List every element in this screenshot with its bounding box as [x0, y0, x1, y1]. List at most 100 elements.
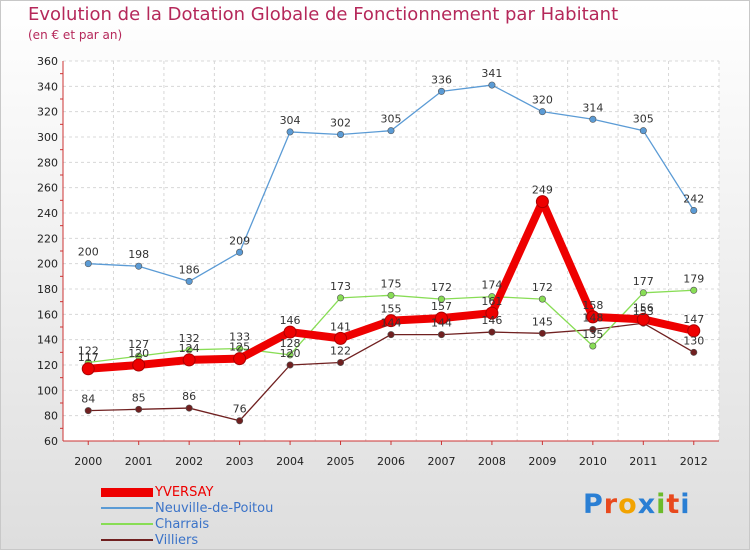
data-point — [387, 127, 395, 135]
data-label: 249 — [532, 184, 553, 197]
x-tick-label: 2005 — [327, 455, 355, 468]
data-point — [437, 87, 445, 95]
y-tick-label: 240 — [37, 207, 58, 220]
y-tick-label: 140 — [37, 334, 58, 347]
legend-item-neuville: Neuville-de-Poitou — [101, 500, 273, 516]
data-label: 157 — [431, 300, 452, 313]
data-label: 122 — [330, 344, 351, 357]
plot-area — [63, 61, 719, 441]
logo-letter-6: t — [666, 489, 681, 520]
data-label: 200 — [78, 246, 99, 259]
x-tick-label: 2004 — [276, 455, 304, 468]
y-tick-label: 120 — [37, 359, 58, 372]
data-label: 156 — [633, 301, 654, 314]
data-point — [437, 331, 445, 339]
x-tick-label: 2000 — [74, 455, 102, 468]
data-point — [236, 248, 244, 256]
data-point — [233, 352, 247, 366]
data-label: 127 — [128, 338, 149, 351]
y-tick-label: 160 — [37, 308, 58, 321]
data-label: 141 — [330, 320, 351, 333]
data-point — [182, 353, 196, 367]
data-point — [135, 405, 143, 413]
data-label: 85 — [132, 391, 146, 404]
x-tick-label: 2006 — [377, 455, 405, 468]
y-tick-label: 200 — [37, 258, 58, 271]
data-label: 305 — [381, 113, 402, 126]
data-point — [639, 127, 647, 135]
data-point — [488, 81, 496, 89]
data-point — [337, 130, 345, 138]
data-label: 144 — [431, 317, 452, 330]
data-label: 155 — [381, 303, 402, 316]
data-label: 177 — [633, 275, 654, 288]
y-tick-label: 220 — [37, 232, 58, 245]
data-label: 130 — [683, 334, 704, 347]
data-point — [586, 310, 600, 324]
x-tick-label: 2001 — [125, 455, 153, 468]
data-point — [589, 342, 597, 350]
data-label: 146 — [481, 314, 502, 327]
logo-letter-3: o — [618, 489, 638, 520]
data-point — [337, 358, 345, 366]
data-label: 173 — [330, 280, 351, 293]
data-label: 120 — [128, 347, 149, 360]
legend-item-yversay: YVERSAY — [101, 484, 273, 500]
data-point — [286, 361, 294, 369]
data-point — [437, 295, 445, 303]
y-tick-label: 360 — [37, 55, 58, 68]
data-point — [283, 325, 297, 339]
y-tick-label: 60 — [44, 435, 58, 448]
data-point — [636, 312, 650, 326]
legend-label-villiers: Villiers — [155, 532, 199, 548]
data-label: 147 — [683, 313, 704, 326]
chart-title: Evolution de la Dotation Globale de Fonc… — [28, 4, 619, 25]
data-label: 128 — [280, 337, 301, 350]
logo-letter-5: i — [656, 489, 667, 520]
logo-letter-1: P — [583, 489, 604, 520]
data-point — [236, 417, 244, 425]
data-point — [132, 358, 146, 372]
x-tick-label: 2008 — [478, 455, 506, 468]
y-tick-label: 340 — [37, 80, 58, 93]
data-point — [687, 324, 701, 338]
data-label: 120 — [280, 347, 301, 360]
y-tick-label: 280 — [37, 156, 58, 169]
data-label: 86 — [182, 390, 196, 403]
data-label: 198 — [128, 248, 149, 261]
x-tick-label: 2012 — [680, 455, 708, 468]
data-label: 132 — [179, 332, 200, 345]
data-label: 158 — [582, 299, 603, 312]
x-tick-label: 2003 — [226, 455, 254, 468]
data-point — [639, 289, 647, 297]
x-tick-label: 2011 — [629, 455, 657, 468]
y-tick-label: 180 — [37, 283, 58, 296]
data-point — [485, 306, 499, 320]
data-label: 161 — [481, 295, 502, 308]
data-label: 122 — [78, 344, 99, 357]
data-point — [488, 328, 496, 336]
data-point — [185, 277, 193, 285]
data-point — [286, 351, 294, 359]
data-label: 135 — [582, 328, 603, 341]
data-label: 341 — [481, 67, 502, 80]
data-label: 146 — [280, 314, 301, 327]
data-label: 124 — [179, 342, 200, 355]
data-label: 305 — [633, 113, 654, 126]
data-label: 320 — [532, 94, 553, 107]
chart-subtitle: (en € et par an) — [28, 28, 123, 42]
logo-letter-4: x — [637, 489, 657, 520]
data-point — [185, 404, 193, 412]
y-tick-label: 320 — [37, 106, 58, 119]
x-tick-label: 2002 — [175, 455, 203, 468]
y-tick-label: 300 — [37, 131, 58, 144]
data-label: 302 — [330, 116, 351, 129]
data-point — [84, 407, 92, 415]
data-point — [84, 260, 92, 268]
data-point — [236, 345, 244, 353]
data-label: 209 — [229, 234, 250, 247]
data-point — [387, 291, 395, 299]
data-point — [538, 295, 546, 303]
legend-item-charrais: Charrais — [101, 516, 273, 532]
